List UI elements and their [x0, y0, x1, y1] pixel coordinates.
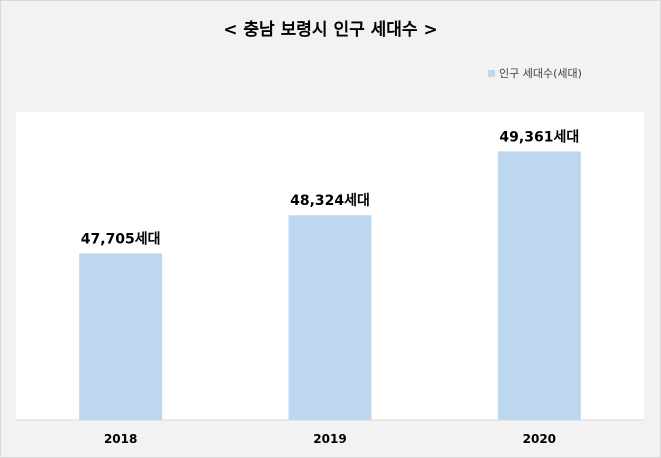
- chart-title: < 충남 보령시 인구 세대수 >: [223, 20, 438, 40]
- x-tick-label-2020: 2020: [523, 432, 556, 446]
- bar-2020: [497, 151, 581, 420]
- x-tick-label-2019: 2019: [313, 432, 346, 446]
- legend-swatch: [488, 69, 495, 77]
- x-tick-label-2018: 2018: [104, 432, 137, 446]
- legend-label: 인구 세대수(세대): [499, 67, 582, 80]
- bar-2018: [79, 253, 163, 420]
- data-label-2020: 49,361세대: [499, 129, 579, 145]
- bar-2019: [288, 215, 372, 420]
- data-label-2018: 47,705세대: [81, 231, 161, 247]
- data-label-2019: 48,324세대: [290, 193, 370, 209]
- legend: 인구 세대수(세대): [488, 65, 582, 81]
